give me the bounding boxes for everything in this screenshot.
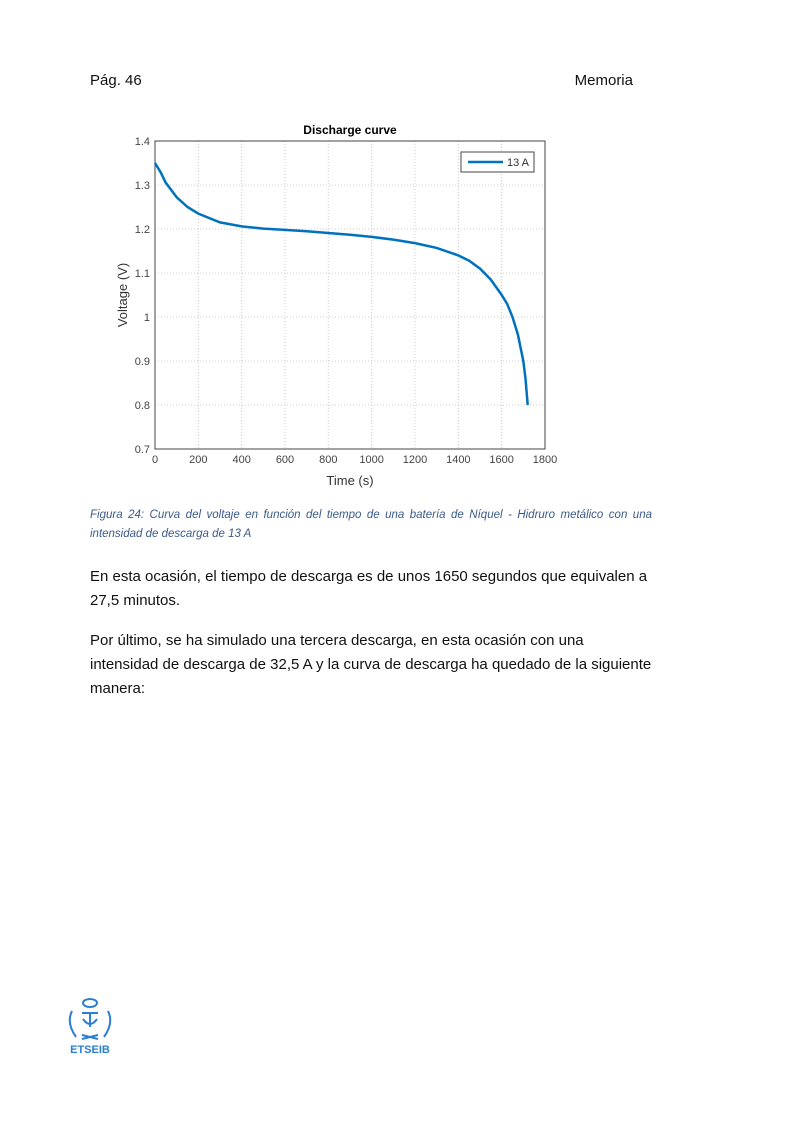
x-tick-label: 1000 [359, 454, 383, 466]
x-tick-label: 800 [319, 454, 337, 466]
x-tick-label: 1600 [489, 454, 513, 466]
series-line-13a [153, 162, 529, 406]
x-axis-label: Time (s) [326, 473, 373, 488]
y-tick-label: 1.3 [135, 180, 150, 192]
etseib-logo: ETSEIB [68, 998, 112, 1056]
x-tick-label: 1800 [533, 454, 557, 466]
legend: 13 A [460, 151, 535, 173]
figure-caption: Figura 24: Curva del voltaje en función … [90, 509, 652, 540]
legend-label: 13 A [507, 157, 530, 169]
x-tick-label: 600 [276, 454, 294, 466]
page-number: Pág. 46 [90, 72, 142, 89]
y-tick-label: 0.7 [135, 444, 150, 456]
y-tick-label: 1.2 [135, 224, 150, 236]
x-tick-label: 200 [189, 454, 207, 466]
paragraph: En esta ocasión, el tiempo de descarga e… [90, 568, 648, 609]
plot-frame [154, 140, 546, 450]
grid [154, 140, 546, 450]
x-tick-label: 1200 [403, 454, 427, 466]
x-tick-label: 1400 [446, 454, 470, 466]
discharge-chart: 0 200 400 600 800 1000 1200 1400 1600 1800 0.7 0.8 0… [115, 123, 557, 488]
y-tick-label: 0.9 [135, 356, 150, 368]
x-tick-label: 400 [232, 454, 250, 466]
x-tick-label: 0 [152, 454, 158, 466]
y-tick-label: 1.1 [135, 268, 150, 280]
chart-title: Discharge curve [303, 123, 397, 137]
svg-text:ETSEIB: ETSEIB [70, 1044, 110, 1056]
y-axis-label: Voltage (V) [115, 263, 130, 327]
y-tick-label: 1.4 [135, 136, 150, 148]
y-tick-label: 0.8 [135, 400, 150, 412]
paragraph: Por último, se ha simulado una tercera d… [90, 632, 652, 697]
section-title: Memoria [574, 72, 633, 89]
y-tick-label: 1 [144, 312, 150, 324]
